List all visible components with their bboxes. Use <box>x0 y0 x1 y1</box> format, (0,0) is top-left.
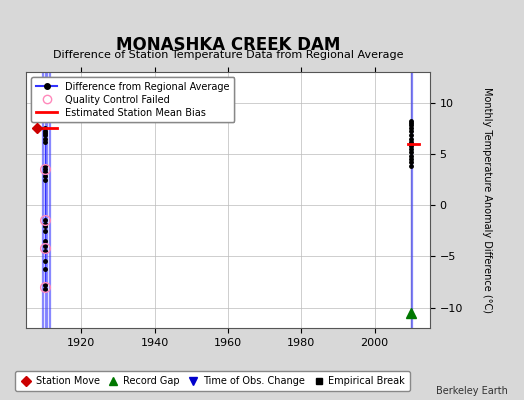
Legend: Difference from Regional Average, Quality Control Failed, Estimated Station Mean: Difference from Regional Average, Qualit… <box>31 77 234 122</box>
Text: Difference of Station Temperature Data from Regional Average: Difference of Station Temperature Data f… <box>53 50 403 60</box>
Y-axis label: Monthly Temperature Anomaly Difference (°C): Monthly Temperature Anomaly Difference (… <box>482 87 492 313</box>
Legend: Station Move, Record Gap, Time of Obs. Change, Empirical Break: Station Move, Record Gap, Time of Obs. C… <box>15 372 410 391</box>
Title: MONASHKA CREEK DAM: MONASHKA CREEK DAM <box>116 36 340 54</box>
Text: Berkeley Earth: Berkeley Earth <box>436 386 508 396</box>
